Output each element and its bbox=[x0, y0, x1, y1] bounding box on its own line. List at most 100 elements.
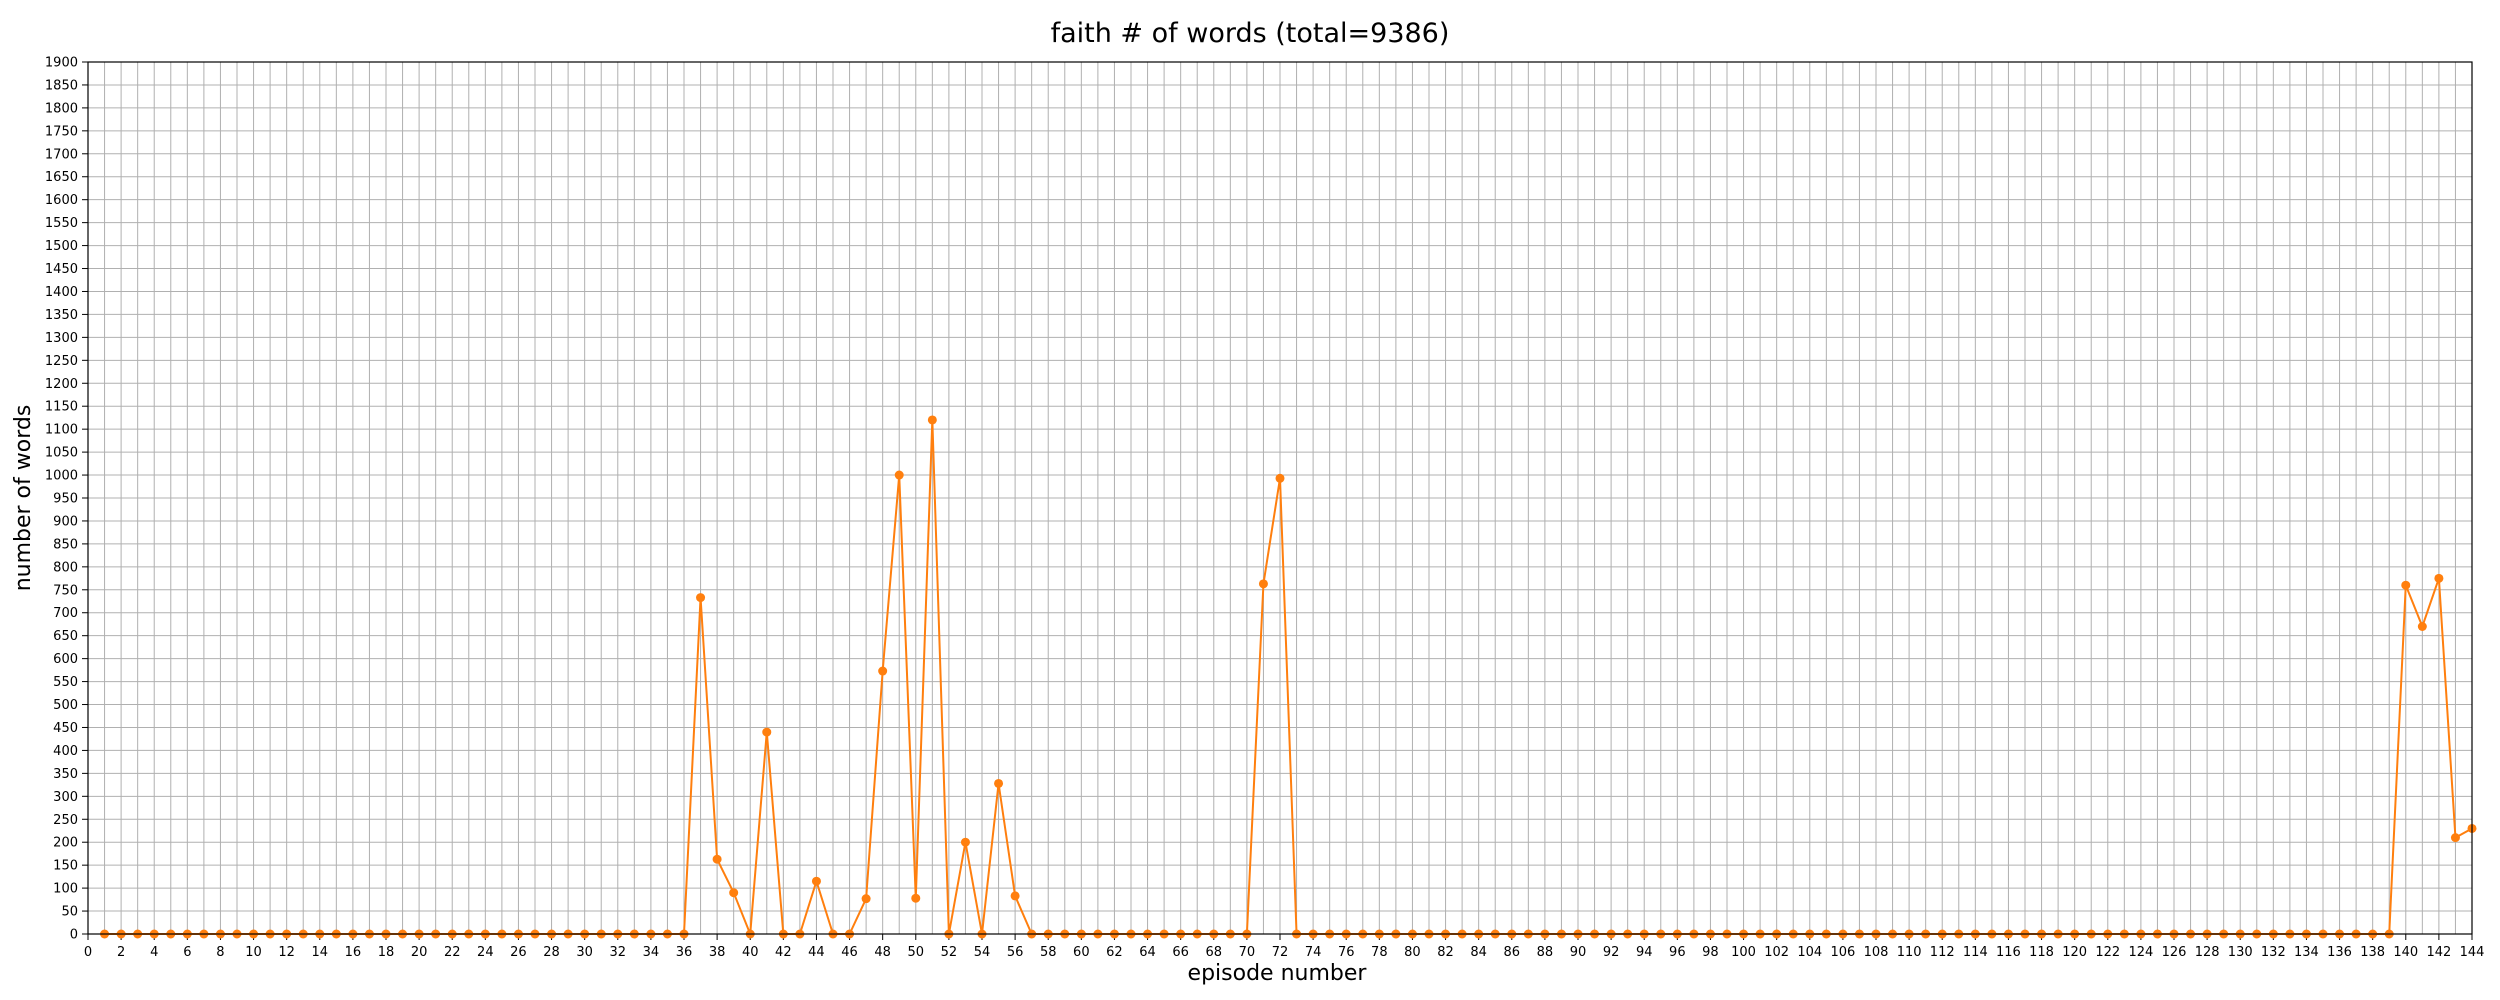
x-tick-label: 122 bbox=[2095, 945, 2120, 960]
data-point bbox=[712, 854, 722, 864]
x-tick-label: 70 bbox=[1239, 945, 1256, 960]
y-tick-label: 1800 bbox=[45, 101, 78, 116]
chart-title: faith # of words (total=9386) bbox=[1051, 18, 1450, 49]
y-tick-label: 1050 bbox=[45, 446, 78, 461]
y-tick-label: 1500 bbox=[45, 239, 78, 254]
y-tick-label: 1400 bbox=[45, 285, 78, 300]
y-tick-label: 500 bbox=[53, 698, 78, 713]
x-tick-label: 60 bbox=[1073, 945, 1090, 960]
x-tick-label: 0 bbox=[84, 945, 92, 960]
data-point bbox=[927, 415, 937, 425]
x-tick-label: 86 bbox=[1504, 945, 1521, 960]
x-tick-label: 90 bbox=[1570, 945, 1587, 960]
x-tick-label: 128 bbox=[2195, 945, 2220, 960]
x-tick-label: 12 bbox=[278, 945, 295, 960]
x-tick-label: 96 bbox=[1669, 945, 1686, 960]
series-faith bbox=[100, 415, 2477, 939]
y-tick-label: 800 bbox=[53, 560, 78, 575]
x-tick-label: 116 bbox=[1996, 945, 2021, 960]
data-point bbox=[2417, 622, 2427, 632]
y-tick-label: 700 bbox=[53, 606, 78, 621]
x-tick-label: 132 bbox=[2261, 945, 2286, 960]
series-line bbox=[104, 418, 2473, 935]
data-point bbox=[994, 778, 1004, 788]
x-tick-label: 62 bbox=[1106, 945, 1123, 960]
plot-frame bbox=[87, 61, 2473, 935]
y-tick-label: 400 bbox=[53, 744, 78, 759]
data-point bbox=[1258, 579, 1268, 589]
x-tick-label: 10 bbox=[245, 945, 262, 960]
y-tick-label: 1750 bbox=[45, 124, 78, 139]
x-tick-label: 82 bbox=[1437, 945, 1454, 960]
y-tick-label: 450 bbox=[53, 721, 78, 736]
x-tick-label: 28 bbox=[543, 945, 560, 960]
y-tick-label: 350 bbox=[53, 767, 78, 782]
x-tick-label: 88 bbox=[1537, 945, 1554, 960]
x-tick-label: 144 bbox=[2460, 945, 2485, 960]
y-axis-ticks: 0 50 100 150 200 250 300 350 400 450 500 550 600 650 7… bbox=[45, 56, 88, 943]
x-tick-label: 34 bbox=[643, 945, 660, 960]
x-tick-label: 40 bbox=[742, 945, 759, 960]
x-tick-label: 14 bbox=[312, 945, 329, 960]
y-tick-label: 1900 bbox=[45, 56, 78, 71]
y-tick-label: 1300 bbox=[45, 331, 78, 346]
x-axis-ticks: 0 2 4 6 8 10 12 14 16 18 20 22 24 26 28 30 32 34 36 38 40 42 4… bbox=[84, 934, 2485, 960]
y-tick-label: 550 bbox=[53, 675, 78, 690]
x-tick-label: 36 bbox=[676, 945, 693, 960]
y-tick-label: 50 bbox=[61, 905, 78, 920]
y-tick-label: 900 bbox=[53, 514, 78, 529]
x-tick-label: 110 bbox=[1897, 945, 1922, 960]
data-point bbox=[811, 876, 821, 886]
y-tick-label: 150 bbox=[53, 859, 78, 874]
y-axis-label: number of words bbox=[11, 405, 36, 592]
x-tick-label: 126 bbox=[2162, 945, 2187, 960]
x-tick-label: 2 bbox=[117, 945, 125, 960]
x-tick-label: 38 bbox=[709, 945, 726, 960]
x-tick-label: 56 bbox=[1007, 945, 1024, 960]
x-tick-label: 8 bbox=[216, 945, 224, 960]
x-tick-label: 64 bbox=[1139, 945, 1156, 960]
x-tick-label: 4 bbox=[150, 945, 158, 960]
x-tick-label: 66 bbox=[1172, 945, 1189, 960]
y-tick-label: 950 bbox=[53, 492, 78, 507]
x-tick-label: 142 bbox=[2426, 945, 2451, 960]
x-tick-label: 104 bbox=[1797, 945, 1822, 960]
x-tick-label: 26 bbox=[510, 945, 527, 960]
x-tick-label: 30 bbox=[576, 945, 593, 960]
x-tick-label: 58 bbox=[1040, 945, 1057, 960]
x-tick-label: 98 bbox=[1702, 945, 1719, 960]
x-tick-label: 134 bbox=[2294, 945, 2319, 960]
y-tick-label: 750 bbox=[53, 583, 78, 598]
x-axis-label: episode number bbox=[1188, 961, 1368, 986]
x-tick-label: 114 bbox=[1963, 945, 1988, 960]
x-tick-label: 44 bbox=[808, 945, 825, 960]
x-tick-label: 42 bbox=[775, 945, 792, 960]
x-tick-label: 18 bbox=[378, 945, 395, 960]
x-tick-label: 52 bbox=[941, 945, 958, 960]
data-point bbox=[2434, 573, 2444, 583]
x-tick-label: 16 bbox=[345, 945, 362, 960]
x-tick-label: 130 bbox=[2228, 945, 2253, 960]
y-tick-label: 600 bbox=[53, 652, 78, 667]
grid bbox=[87, 61, 2473, 935]
x-tick-label: 100 bbox=[1731, 945, 1756, 960]
data-point bbox=[960, 837, 970, 847]
y-tick-label: 1850 bbox=[45, 78, 78, 93]
y-tick-label: 300 bbox=[53, 790, 78, 805]
x-tick-label: 84 bbox=[1470, 945, 1487, 960]
data-point bbox=[1275, 473, 1285, 483]
x-tick-label: 72 bbox=[1272, 945, 1289, 960]
y-tick-label: 100 bbox=[53, 882, 78, 897]
x-tick-label: 108 bbox=[1864, 945, 1889, 960]
x-tick-label: 94 bbox=[1636, 945, 1653, 960]
x-tick-label: 120 bbox=[2062, 945, 2087, 960]
data-point bbox=[696, 593, 706, 603]
x-tick-label: 54 bbox=[974, 945, 991, 960]
y-tick-label: 1700 bbox=[45, 147, 78, 162]
y-tick-label: 250 bbox=[53, 813, 78, 828]
x-tick-label: 118 bbox=[2029, 945, 2054, 960]
y-tick-label: 1550 bbox=[45, 216, 78, 231]
y-tick-label: 200 bbox=[53, 836, 78, 851]
x-tick-label: 102 bbox=[1764, 945, 1789, 960]
